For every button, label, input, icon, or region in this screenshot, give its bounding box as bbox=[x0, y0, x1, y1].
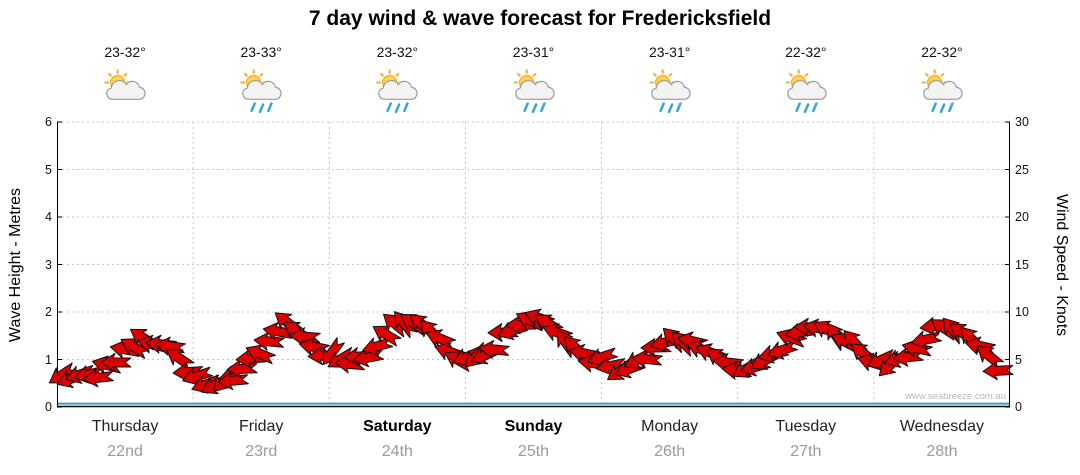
right-tick-label: 10 bbox=[1015, 305, 1029, 319]
rain-part bbox=[522, 102, 546, 114]
day-temp: 23-32° bbox=[104, 44, 146, 60]
day-label: Wednesday bbox=[899, 418, 985, 435]
right-tick-label: 30 bbox=[1015, 115, 1029, 129]
left-tick-label: 0 bbox=[45, 400, 52, 414]
weather-icon-sun-cloud-rain bbox=[647, 69, 693, 115]
weather-icon-sun-cloud-rain bbox=[919, 69, 965, 115]
weather-icon-sun-cloud bbox=[102, 69, 148, 115]
rain-part bbox=[795, 102, 818, 114]
right-axis-label: Wind Speed - Knots bbox=[1053, 193, 1070, 337]
weather-icon-sun-cloud-rain bbox=[374, 69, 420, 115]
day-label: Tuesday bbox=[775, 418, 837, 435]
day-label: Friday bbox=[238, 418, 284, 435]
axes-frame bbox=[57, 121, 1010, 408]
right-tick-label: 25 bbox=[1015, 162, 1029, 177]
rain-part bbox=[931, 102, 954, 114]
date-label: 23rd bbox=[245, 443, 278, 460]
day-label: Sunday bbox=[504, 418, 563, 435]
cloud-part bbox=[650, 79, 691, 100]
cloud-part bbox=[242, 79, 282, 100]
left-tick-label: 5 bbox=[45, 162, 52, 177]
date-label: 24th bbox=[381, 443, 413, 460]
left-tick-label: 4 bbox=[45, 210, 52, 224]
date-label: 28th bbox=[926, 443, 958, 460]
forecast-chart bbox=[48, 121, 1014, 408]
weather-icon-sun-cloud-rain bbox=[511, 69, 557, 115]
cloud-part bbox=[378, 79, 418, 100]
rain-part bbox=[386, 102, 410, 114]
weather-icon-sun-cloud-rain bbox=[238, 69, 284, 115]
day-temp: 23-32° bbox=[376, 44, 419, 60]
watermark: www.seabreeze.com.au bbox=[905, 391, 1006, 402]
cloud-part bbox=[923, 79, 963, 100]
rain-part bbox=[658, 102, 682, 114]
date-label: 25th bbox=[517, 443, 550, 460]
day-label: Monday bbox=[641, 418, 699, 435]
right-tick-label: 20 bbox=[1015, 210, 1029, 224]
day-temp: 23-33° bbox=[240, 44, 282, 60]
date-label: 22nd bbox=[107, 443, 143, 460]
day-temp: 22-32° bbox=[785, 44, 827, 60]
weather-icon-sun-cloud-rain bbox=[783, 69, 829, 115]
wind-barbs bbox=[48, 308, 1014, 395]
date-label: 27th bbox=[790, 443, 822, 460]
left-tick-label: 1 bbox=[45, 352, 52, 367]
left-tick-label: 2 bbox=[45, 305, 52, 319]
day-temp: 23-31° bbox=[512, 44, 555, 60]
right-tick-label: 15 bbox=[1015, 257, 1029, 272]
left-tick-label: 3 bbox=[45, 257, 52, 272]
left-tick-label: 6 bbox=[45, 115, 52, 129]
rain-part bbox=[250, 102, 273, 114]
cloud-part bbox=[786, 79, 827, 100]
page-title: 7 day wind & wave forecast for Frederick… bbox=[308, 7, 772, 30]
date-label: 26th bbox=[654, 443, 686, 460]
day-temp: 22-32° bbox=[921, 44, 963, 60]
right-tick-label: 5 bbox=[1015, 352, 1022, 367]
left-axis-label: Wave Height - Metres bbox=[7, 187, 24, 343]
cloud-part bbox=[514, 79, 555, 100]
cloud-part bbox=[106, 79, 146, 100]
day-label: Saturday bbox=[363, 418, 432, 435]
day-temp: 23-31° bbox=[648, 44, 691, 60]
right-tick-label: 0 bbox=[1015, 400, 1022, 414]
day-label: Thursday bbox=[91, 418, 159, 435]
